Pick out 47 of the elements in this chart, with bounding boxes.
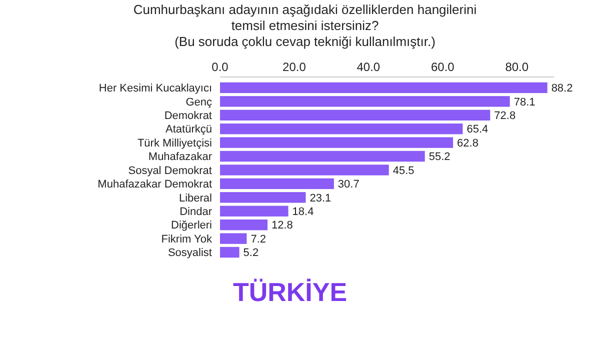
bar <box>220 164 389 176</box>
y-tick-label: Atatürkçü <box>166 124 212 136</box>
y-tick-label: Demokrat <box>164 110 212 122</box>
bar <box>220 233 247 244</box>
chart-subtitle: (Bu soruda çoklu cevap tekniği kullanılmıştır.) <box>174 34 436 49</box>
bar <box>220 178 334 190</box>
x-tick-label: 20.0 <box>282 60 306 74</box>
data-label: 30.7 <box>338 178 360 191</box>
data-label: 88.2 <box>551 82 573 95</box>
bar <box>220 192 306 203</box>
bar <box>220 137 454 148</box>
x-tick-label: 60.0 <box>430 60 455 74</box>
data-label: 18.4 <box>292 206 314 218</box>
x-tick-label: 80.0 <box>505 60 529 74</box>
data-label: 12.8 <box>272 220 293 232</box>
bar <box>220 82 548 94</box>
bar <box>220 206 288 216</box>
data-label: 62.8 <box>457 137 478 150</box>
x-tick-label: 40.0 <box>356 60 380 74</box>
bar <box>220 246 240 258</box>
y-tick-label: Muhafazakar <box>148 151 212 164</box>
bar <box>220 96 510 107</box>
y-tick-label: Diğerleri <box>171 220 212 232</box>
y-tick-label: Dindar <box>180 206 212 218</box>
y-tick-label: Fikrim Yok <box>161 233 212 246</box>
bar <box>220 124 463 134</box>
data-label: 5.2 <box>243 247 259 260</box>
data-label: 78.1 <box>514 96 536 108</box>
data-label: 23.1 <box>310 192 332 204</box>
y-tick-label: Muhafazakar Demokrat <box>98 178 212 191</box>
data-label: 72.8 <box>494 110 516 122</box>
y-tick-label: Sosyal Demokrat <box>128 164 212 177</box>
bar <box>220 150 425 162</box>
x-tick-label: 0.0 <box>212 60 229 74</box>
y-tick-label: Türk Milliyetçisi <box>137 137 212 150</box>
y-tick-label: Liberal <box>178 192 212 204</box>
bar <box>220 110 490 120</box>
y-tick-label: Her Kesimi Kucaklayıcı <box>98 82 212 95</box>
y-tick-label: Sosyalist <box>168 247 212 260</box>
chart-title: Cumhurbaşkanı adayının aşağıdaki özelliklerden hangilerini temsil etmesini istersiniz? <box>133 2 477 33</box>
y-tick-label: Genç <box>186 96 212 108</box>
text: TÜRKİYE <box>232 277 348 307</box>
data-label: 45.5 <box>392 164 414 177</box>
bar <box>220 220 268 230</box>
data-label: 7.2 <box>250 233 266 246</box>
data-label: 65.4 <box>466 124 488 136</box>
data-label: 55.2 <box>428 151 450 164</box>
